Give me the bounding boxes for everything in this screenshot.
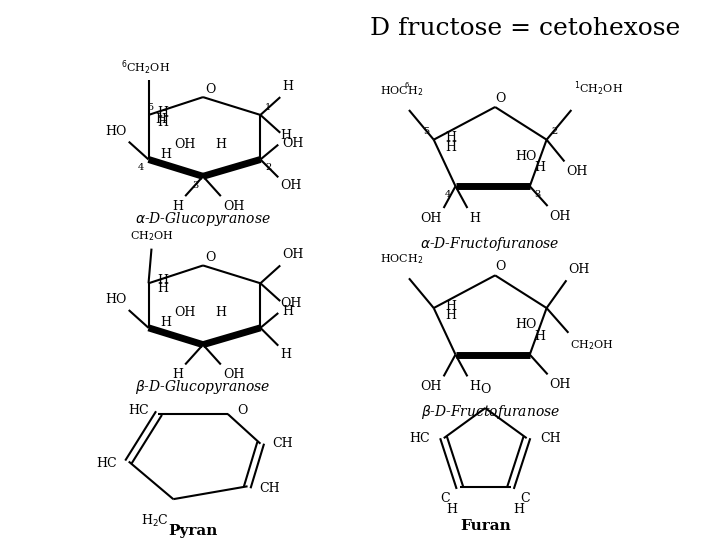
Text: HO: HO: [105, 125, 127, 138]
Text: H$_2$C: H$_2$C: [140, 513, 168, 529]
Text: Pyran: Pyran: [168, 524, 217, 538]
Text: H: H: [446, 300, 456, 313]
Text: 1: 1: [265, 103, 271, 112]
Text: H: H: [513, 503, 524, 516]
Text: OH: OH: [174, 138, 196, 151]
Text: $^6$: $^6$: [404, 83, 410, 92]
Text: CH$_2$OH: CH$_2$OH: [130, 229, 174, 242]
Text: H: H: [282, 80, 293, 93]
Text: CH: CH: [259, 482, 280, 495]
Text: 5: 5: [148, 103, 153, 112]
Text: OH: OH: [280, 179, 302, 192]
Text: C: C: [521, 492, 531, 505]
Text: OH: OH: [549, 379, 571, 392]
Text: H: H: [469, 380, 480, 393]
Text: HO: HO: [105, 293, 127, 306]
Text: HOCH$_2$: HOCH$_2$: [380, 253, 423, 266]
Text: HO: HO: [516, 150, 536, 163]
Text: OH: OH: [568, 264, 590, 276]
Text: H: H: [161, 316, 171, 329]
Text: H: H: [155, 113, 166, 126]
Text: H: H: [215, 138, 226, 151]
Text: H: H: [535, 161, 546, 174]
Text: O: O: [238, 403, 248, 416]
Text: Furan: Furan: [460, 519, 510, 533]
Text: H: H: [535, 330, 546, 343]
Text: CH: CH: [272, 437, 293, 450]
Text: 2: 2: [265, 163, 271, 172]
Text: CH$_2$OH: CH$_2$OH: [570, 338, 614, 352]
Text: H: H: [157, 116, 168, 130]
Text: H: H: [172, 200, 183, 213]
Text: 2: 2: [552, 127, 558, 136]
Text: OH: OH: [567, 165, 588, 178]
Text: H: H: [469, 212, 480, 225]
Text: H: H: [280, 129, 291, 141]
Text: OH: OH: [282, 137, 304, 150]
Text: OH: OH: [420, 380, 441, 393]
Text: 5: 5: [423, 127, 429, 136]
Text: $\alpha$-D-Glucopyranose: $\alpha$-D-Glucopyranose: [135, 210, 271, 228]
Text: H: H: [215, 307, 226, 320]
Text: 3: 3: [534, 190, 541, 199]
Text: 3: 3: [192, 181, 198, 190]
Text: OH: OH: [420, 212, 441, 225]
Text: OH: OH: [280, 297, 302, 310]
Text: H: H: [282, 305, 293, 318]
Text: H: H: [161, 148, 171, 161]
Text: HO: HO: [516, 318, 536, 331]
Text: CH: CH: [541, 431, 561, 444]
Text: HC: HC: [128, 403, 148, 416]
Text: H: H: [280, 348, 291, 361]
Text: H: H: [157, 106, 168, 119]
Text: $^6$CH$_2$OH: $^6$CH$_2$OH: [121, 58, 170, 77]
Text: H: H: [157, 274, 168, 287]
Text: O: O: [495, 260, 505, 273]
Text: $^1$CH$_2$OH: $^1$CH$_2$OH: [575, 80, 624, 98]
Text: 4: 4: [444, 190, 451, 199]
Text: HOCH$_2$: HOCH$_2$: [380, 84, 423, 98]
Text: OH: OH: [222, 368, 244, 381]
Text: $\beta$-D-Fructofuranose: $\beta$-D-Fructofuranose: [420, 403, 559, 421]
Text: HC: HC: [409, 431, 430, 444]
Text: $\alpha$-D-Fructofuranose: $\alpha$-D-Fructofuranose: [420, 235, 560, 253]
Text: OH: OH: [174, 307, 196, 320]
Text: HC: HC: [96, 457, 117, 470]
Text: $\beta$-D-Glucopyranose: $\beta$-D-Glucopyranose: [135, 378, 271, 396]
Text: 4: 4: [138, 163, 144, 172]
Text: O: O: [206, 83, 216, 96]
Text: H: H: [172, 368, 183, 381]
Text: D fructose = cetohexose: D fructose = cetohexose: [369, 17, 680, 40]
Text: C: C: [440, 492, 450, 505]
Text: H: H: [446, 131, 456, 144]
Text: O: O: [495, 92, 505, 105]
Text: OH: OH: [549, 210, 571, 223]
Text: OH: OH: [282, 248, 304, 261]
Text: OH: OH: [222, 200, 244, 213]
Text: H: H: [446, 141, 456, 154]
Text: H: H: [446, 503, 457, 516]
Text: H: H: [157, 282, 168, 295]
Text: H: H: [446, 309, 456, 322]
Text: O: O: [206, 251, 216, 264]
Text: O: O: [480, 383, 490, 396]
